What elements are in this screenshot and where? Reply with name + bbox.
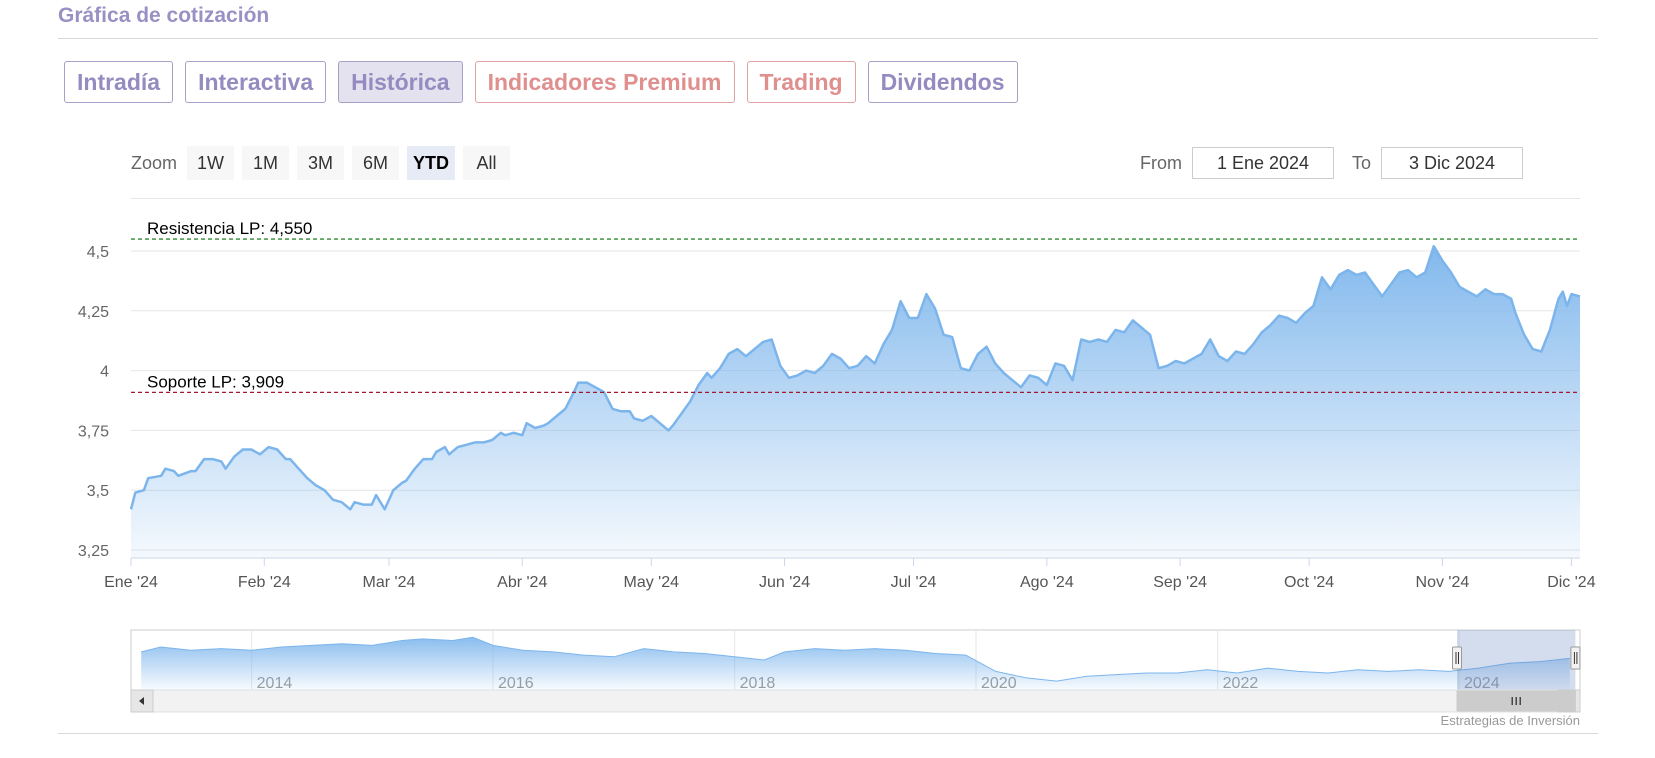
- navigator-right-handle[interactable]: [1571, 647, 1580, 669]
- resistance-label: Resistencia LP: 4,550: [147, 219, 312, 238]
- x-tick-label: Feb '24: [238, 574, 291, 591]
- scrollbar-track[interactable]: [131, 690, 1580, 712]
- y-tick-label: 4,5: [87, 244, 109, 261]
- navigator-left-handle[interactable]: [1453, 647, 1462, 669]
- x-tick-label: Dic '24: [1547, 574, 1596, 591]
- x-tick-label: Abr '24: [497, 574, 547, 591]
- navigator-selection[interactable]: [1457, 630, 1575, 690]
- y-tick-label: 3,25: [78, 543, 109, 560]
- support-label: Soporte LP: 3,909: [147, 372, 284, 391]
- x-tick-label: Jun '24: [759, 574, 810, 591]
- x-tick-label: Ene '24: [104, 574, 158, 591]
- x-tick-label: Jul '24: [891, 574, 937, 591]
- y-tick-label: 4,25: [78, 304, 109, 321]
- y-tick-label: 4: [100, 364, 109, 381]
- x-tick-label: May '24: [623, 574, 679, 591]
- x-tick-label: Nov '24: [1416, 574, 1470, 591]
- x-tick-label: Ago '24: [1020, 574, 1074, 591]
- chart-credit: Estrategias de Inversión: [1441, 713, 1580, 728]
- bottom-divider: [58, 733, 1598, 734]
- price-area: [131, 246, 1580, 558]
- x-tick-label: Oct '24: [1284, 574, 1334, 591]
- y-tick-label: 3,5: [87, 483, 109, 500]
- x-tick-label: Sep '24: [1153, 574, 1207, 591]
- x-tick-label: Mar '24: [363, 574, 416, 591]
- y-tick-label: 3,75: [78, 423, 109, 440]
